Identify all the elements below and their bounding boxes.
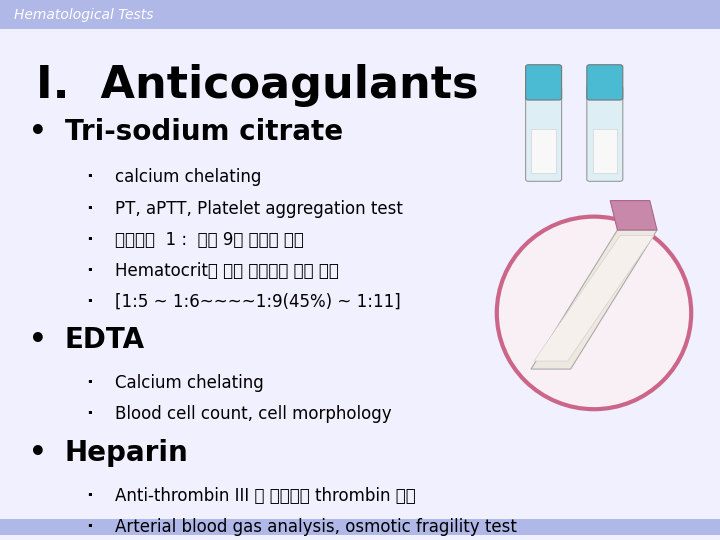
Text: I.  Anticoagulants: I. Anticoagulants bbox=[36, 64, 479, 107]
Text: PT, aPTT, Platelet aggregation test: PT, aPTT, Platelet aggregation test bbox=[115, 199, 403, 218]
Text: [1:5 ~ 1:6~~~~1:9(45%) ~ 1:11]: [1:5 ~ 1:6~~~~1:9(45%) ~ 1:11] bbox=[115, 293, 401, 310]
Ellipse shape bbox=[497, 217, 691, 409]
Text: •: • bbox=[29, 439, 47, 467]
Polygon shape bbox=[610, 200, 657, 230]
Text: ·: · bbox=[86, 168, 94, 186]
Text: ·: · bbox=[86, 199, 94, 218]
FancyBboxPatch shape bbox=[587, 65, 623, 100]
Polygon shape bbox=[534, 235, 654, 361]
FancyBboxPatch shape bbox=[0, 0, 720, 29]
Polygon shape bbox=[531, 230, 657, 369]
Text: ·: · bbox=[86, 261, 94, 280]
Text: Anti-thrombin III 와 결합하여 thrombin 억제: Anti-thrombin III 와 결합하여 thrombin 억제 bbox=[115, 487, 416, 505]
Text: ·: · bbox=[86, 518, 94, 536]
Text: Blood cell count, cell morphology: Blood cell count, cell morphology bbox=[115, 406, 392, 423]
Text: Calcium chelating: Calcium chelating bbox=[115, 374, 264, 393]
Text: ·: · bbox=[86, 293, 94, 310]
Bar bbox=[593, 129, 617, 173]
Bar bbox=[531, 129, 556, 173]
Text: •: • bbox=[29, 326, 47, 354]
Text: Heparin: Heparin bbox=[65, 439, 189, 467]
Text: ·: · bbox=[86, 487, 94, 505]
Text: Hematological Tests: Hematological Tests bbox=[14, 8, 154, 22]
Text: ·: · bbox=[86, 374, 94, 393]
FancyBboxPatch shape bbox=[587, 86, 623, 181]
Text: ·: · bbox=[86, 231, 94, 248]
Text: ·: · bbox=[86, 406, 94, 423]
Text: Hematocrit에 따른 항응고제 비율 조정: Hematocrit에 따른 항응고제 비율 조정 bbox=[115, 261, 339, 280]
FancyBboxPatch shape bbox=[526, 65, 562, 100]
FancyBboxPatch shape bbox=[0, 519, 720, 535]
Text: EDTA: EDTA bbox=[65, 326, 145, 354]
Text: Arterial blood gas analysis, osmotic fragility test: Arterial blood gas analysis, osmotic fra… bbox=[115, 518, 517, 536]
Text: •: • bbox=[29, 118, 47, 146]
Text: Tri-sodium citrate: Tri-sodium citrate bbox=[65, 118, 343, 146]
Text: calcium chelating: calcium chelating bbox=[115, 168, 261, 186]
Text: 항응고제  1 :  혈액 9의 비율로 채혈: 항응고제 1 : 혈액 9의 비율로 채혈 bbox=[115, 231, 304, 248]
FancyBboxPatch shape bbox=[526, 86, 562, 181]
